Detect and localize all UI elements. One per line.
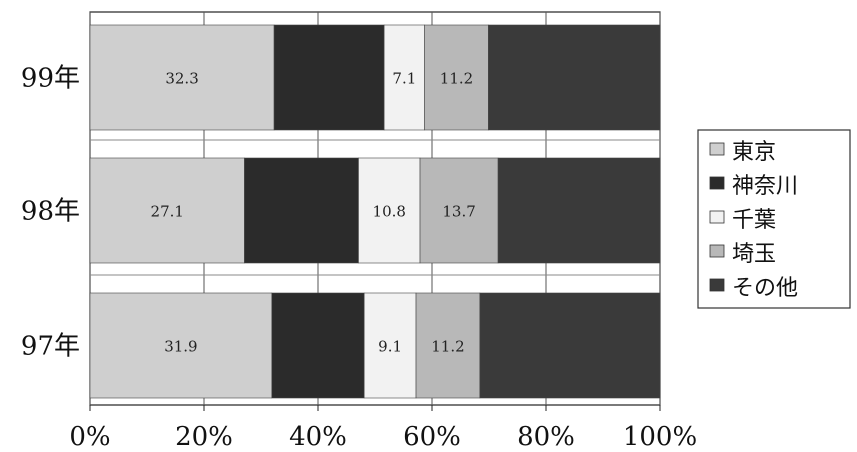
bar-segment (363, 292, 417, 399)
legend-swatch (709, 142, 725, 156)
legend-label: その他 (732, 276, 798, 301)
legend-label: 千葉 (732, 208, 776, 233)
legend-label: 神奈川 (732, 174, 798, 199)
category-label: 98年 (21, 197, 80, 227)
data-label: 7.1 (392, 70, 416, 88)
legend-swatch (709, 244, 725, 258)
x-tick-label: 40% (289, 422, 347, 452)
data-label: 9.1 (378, 338, 402, 356)
category-label: 97年 (21, 332, 80, 362)
x-tick-label: 100% (623, 422, 697, 452)
data-label: 11.2 (440, 70, 473, 88)
x-tick-label: 20% (175, 422, 233, 452)
bar-segment (244, 157, 359, 264)
category-label: 99年 (21, 64, 80, 94)
bar-segment (497, 157, 661, 264)
legend-swatch (709, 176, 725, 190)
data-label: 13.7 (442, 203, 475, 221)
x-tick-label: 0% (69, 422, 110, 452)
bar-segment (273, 24, 385, 131)
x-axis-ticks: 0% 20% 40% 60% 80% 100% (69, 405, 697, 452)
data-label: 32.3 (165, 70, 198, 88)
data-label: 11.2 (431, 338, 464, 356)
data-label: 10.8 (373, 203, 406, 221)
category-labels: 99年 98年 97年 (21, 64, 80, 362)
bar-segment (89, 24, 275, 131)
data-labels: 32.3 7.1 11.2 27.1 10.8 13.7 31.9 9.1 11.2 (151, 70, 476, 356)
bar-segment (488, 24, 661, 131)
legend-label: 東京 (732, 140, 776, 165)
legend-swatch (709, 278, 725, 292)
x-tick-label: 60% (403, 422, 461, 452)
legend-label: 埼玉 (732, 242, 776, 267)
bar-segments (89, 24, 661, 399)
legend-swatch (709, 210, 725, 224)
x-tick-label: 80% (517, 422, 575, 452)
data-label: 27.1 (151, 203, 184, 221)
bar-segment (479, 292, 661, 399)
bar-segment (89, 292, 273, 399)
bar-segment (271, 292, 365, 399)
bar-segment (415, 292, 481, 399)
bar-segment (358, 157, 421, 264)
data-label: 31.9 (164, 338, 197, 356)
bar-segment (89, 157, 245, 264)
